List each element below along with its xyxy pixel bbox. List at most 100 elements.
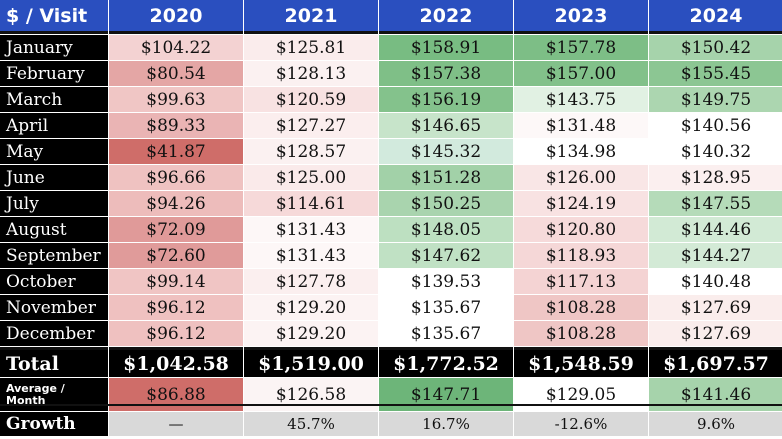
month-label: October bbox=[0, 269, 108, 294]
average-label: Average / Month bbox=[0, 378, 108, 411]
table-cell: $120.80 bbox=[514, 217, 648, 242]
table-cell: $146.65 bbox=[379, 113, 513, 138]
table-cell: $157.78 bbox=[514, 35, 648, 60]
table-cell: $108.28 bbox=[514, 295, 648, 320]
table-cell: $135.67 bbox=[379, 321, 513, 346]
average-cell: $147.71 bbox=[379, 378, 513, 411]
table-cell: $89.33 bbox=[109, 113, 243, 138]
growth-cell: 16.7% bbox=[379, 412, 513, 436]
total-cell: $1,519.00 bbox=[244, 347, 378, 377]
month-label: August bbox=[0, 217, 108, 242]
month-label: March bbox=[0, 87, 108, 112]
section-divider bbox=[0, 404, 782, 406]
year-header-2022: 2022 bbox=[379, 0, 513, 34]
total-label: Total bbox=[0, 347, 108, 377]
table-cell: $96.12 bbox=[109, 321, 243, 346]
table-cell: $114.61 bbox=[244, 191, 378, 216]
average-cell: $129.05 bbox=[514, 378, 648, 411]
average-cell: $126.58 bbox=[244, 378, 378, 411]
table-cell: $145.32 bbox=[379, 139, 513, 164]
month-label: January bbox=[0, 35, 108, 60]
month-label: April bbox=[0, 113, 108, 138]
table-cell: $94.26 bbox=[109, 191, 243, 216]
table-cell: $155.45 bbox=[649, 61, 782, 86]
growth-cell: 45.7% bbox=[244, 412, 378, 436]
table-cell: $150.25 bbox=[379, 191, 513, 216]
table-cell: $120.59 bbox=[244, 87, 378, 112]
table-cell: $131.43 bbox=[244, 243, 378, 268]
total-cell: $1,548.59 bbox=[514, 347, 648, 377]
table-cell: $104.22 bbox=[109, 35, 243, 60]
total-cell: $1,042.58 bbox=[109, 347, 243, 377]
month-label: February bbox=[0, 61, 108, 86]
growth-cell: — bbox=[109, 412, 243, 436]
table-cell: $127.27 bbox=[244, 113, 378, 138]
table-cell: $129.20 bbox=[244, 295, 378, 320]
table-cell: $150.42 bbox=[649, 35, 782, 60]
table-cell: $147.62 bbox=[379, 243, 513, 268]
growth-cell: 9.6% bbox=[649, 412, 782, 436]
table-cell: $143.75 bbox=[514, 87, 648, 112]
table-cell: $41.87 bbox=[109, 139, 243, 164]
total-cell: $1,697.57 bbox=[649, 347, 782, 377]
table-cell: $134.98 bbox=[514, 139, 648, 164]
table-cell: $96.66 bbox=[109, 165, 243, 190]
table-cell: $157.00 bbox=[514, 61, 648, 86]
table-cell: $99.63 bbox=[109, 87, 243, 112]
table-cell: $127.78 bbox=[244, 269, 378, 294]
table-cell: $80.54 bbox=[109, 61, 243, 86]
corner-header: $ / Visit bbox=[0, 0, 108, 34]
month-label: May bbox=[0, 139, 108, 164]
table-cell: $156.19 bbox=[379, 87, 513, 112]
table-cell: $128.13 bbox=[244, 61, 378, 86]
table-cell: $139.53 bbox=[379, 269, 513, 294]
average-label-line2: Month bbox=[6, 393, 46, 407]
table-cell: $140.56 bbox=[649, 113, 782, 138]
table-cell: $99.14 bbox=[109, 269, 243, 294]
table-cell: $126.00 bbox=[514, 165, 648, 190]
month-label: June bbox=[0, 165, 108, 190]
table-cell: $96.12 bbox=[109, 295, 243, 320]
year-header-2024: 2024 bbox=[649, 0, 782, 34]
table-cell: $140.32 bbox=[649, 139, 782, 164]
table-cell: $149.75 bbox=[649, 87, 782, 112]
table-cell: $157.38 bbox=[379, 61, 513, 86]
table-cell: $117.13 bbox=[514, 269, 648, 294]
table-cell: $144.27 bbox=[649, 243, 782, 268]
table-cell: $147.55 bbox=[649, 191, 782, 216]
table-cell: $148.05 bbox=[379, 217, 513, 242]
month-label: September bbox=[0, 243, 108, 268]
table-cell: $128.57 bbox=[244, 139, 378, 164]
month-label: November bbox=[0, 295, 108, 320]
growth-cell: -12.6% bbox=[514, 412, 648, 436]
table-cell: $151.28 bbox=[379, 165, 513, 190]
table-cell: $127.69 bbox=[649, 295, 782, 320]
year-header-2023: 2023 bbox=[514, 0, 648, 34]
table-cell: $124.19 bbox=[514, 191, 648, 216]
table-cell: $118.93 bbox=[514, 243, 648, 268]
average-cell: $86.88 bbox=[109, 378, 243, 411]
table-cell: $131.48 bbox=[514, 113, 648, 138]
table-cell: $125.00 bbox=[244, 165, 378, 190]
year-header-2020: 2020 bbox=[109, 0, 243, 34]
year-header-2021: 2021 bbox=[244, 0, 378, 34]
table-cell: $128.95 bbox=[649, 165, 782, 190]
table-cell: $125.81 bbox=[244, 35, 378, 60]
table-cell: $135.67 bbox=[379, 295, 513, 320]
table-cell: $140.48 bbox=[649, 269, 782, 294]
growth-label: Growth bbox=[0, 412, 108, 436]
average-label-line1: Average / bbox=[6, 381, 65, 395]
table-cell: $72.60 bbox=[109, 243, 243, 268]
table-cell: $158.91 bbox=[379, 35, 513, 60]
table-cell: $131.43 bbox=[244, 217, 378, 242]
average-cell: $141.46 bbox=[649, 378, 782, 411]
month-label: December bbox=[0, 321, 108, 346]
table-cell: $127.69 bbox=[649, 321, 782, 346]
total-cell: $1,772.52 bbox=[379, 347, 513, 377]
table-cell: $144.46 bbox=[649, 217, 782, 242]
table-cell: $129.20 bbox=[244, 321, 378, 346]
table-cell: $108.28 bbox=[514, 321, 648, 346]
table-cell: $72.09 bbox=[109, 217, 243, 242]
month-label: July bbox=[0, 191, 108, 216]
